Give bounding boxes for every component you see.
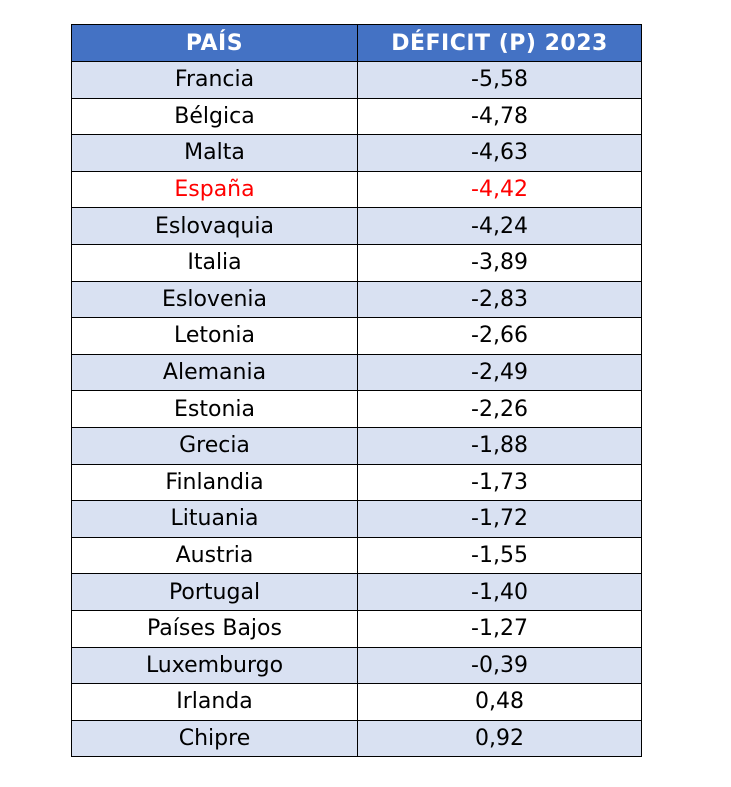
table-row: Estonia -2,26 [71, 390, 642, 428]
table-row: Malta -4,63 [71, 134, 642, 172]
table-row: Grecia -1,88 [71, 426, 642, 465]
deficit-column-header: DÉFICIT (P) 2023 [357, 24, 642, 62]
table-row: Chipre 0,92 [71, 719, 642, 758]
table-body: Francia -5,58 Bélgica -4,78 Malta -4,63 España… [71, 61, 642, 758]
deficit-value-cell: -1,72 [357, 500, 642, 538]
country-cell: Finlandia [71, 463, 358, 502]
country-cell: Estonia [71, 390, 358, 428]
table-row: Países Bajos -1,27 [71, 609, 642, 648]
table-row: Austria -1,55 [71, 536, 642, 575]
table-row: Portugal -1,40 [71, 573, 642, 611]
deficit-value-cell: -4,24 [357, 207, 642, 245]
deficit-value-cell: -4,63 [357, 134, 642, 172]
country-column-header: PAÍS [71, 24, 358, 62]
deficit-value-cell: -1,73 [357, 463, 642, 502]
country-cell: Lituania [71, 500, 358, 538]
table-row: Eslovenia -2,83 [71, 280, 642, 319]
table-row: Lituania -1,72 [71, 500, 642, 538]
table-row: Bélgica -4,78 [71, 97, 642, 136]
table-row: Eslovaquia -4,24 [71, 207, 642, 245]
country-cell: Alemania [71, 353, 358, 392]
country-cell: Chipre [71, 719, 358, 758]
deficit-value-cell: -3,89 [357, 243, 642, 282]
country-cell: Bélgica [71, 97, 358, 136]
header-row: PAÍS DÉFICIT (P) 2023 [71, 24, 642, 62]
table-row: Letonia -2,66 [71, 317, 642, 355]
country-cell: España [71, 170, 358, 209]
deficit-value-cell: -1,40 [357, 573, 642, 611]
table-row: Luxemburgo -0,39 [71, 646, 642, 685]
country-cell: Países Bajos [71, 609, 358, 648]
table-row: Irlanda 0,48 [71, 683, 642, 721]
deficit-value-cell: -1,55 [357, 536, 642, 575]
deficit-value-cell: -0,39 [357, 646, 642, 685]
country-cell: Italia [71, 243, 358, 282]
country-cell: Portugal [71, 573, 358, 611]
deficit-value-cell: 0,48 [357, 683, 642, 721]
deficit-value-cell: -2,66 [357, 317, 642, 355]
deficit-value-cell: -4,78 [357, 97, 642, 136]
table-row: Alemania -2,49 [71, 353, 642, 392]
deficit-table: PAÍS DÉFICIT (P) 2023 Francia -5,58 Bélgic… [71, 24, 642, 758]
country-cell: Luxemburgo [71, 646, 358, 685]
table-row: Italia -3,89 [71, 243, 642, 282]
deficit-value-cell: -1,27 [357, 609, 642, 648]
deficit-value-cell: -2,83 [357, 280, 642, 319]
table-row: Finlandia -1,73 [71, 463, 642, 502]
deficit-value-cell: -5,58 [357, 61, 642, 99]
country-cell: Eslovenia [71, 280, 358, 319]
country-cell: Austria [71, 536, 358, 575]
country-cell: Irlanda [71, 683, 358, 721]
country-cell: Letonia [71, 317, 358, 355]
table-row: España -4,42 [71, 170, 642, 209]
table-row: Francia -5,58 [71, 61, 642, 99]
country-cell: Francia [71, 61, 358, 99]
deficit-value-cell: -1,88 [357, 426, 642, 465]
country-cell: Malta [71, 134, 358, 172]
deficit-value-cell: 0,92 [357, 719, 642, 758]
deficit-value-cell: -2,26 [357, 390, 642, 428]
deficit-value-cell: -4,42 [357, 170, 642, 209]
country-cell: Eslovaquia [71, 207, 358, 245]
country-cell: Grecia [71, 426, 358, 465]
deficit-value-cell: -2,49 [357, 353, 642, 392]
